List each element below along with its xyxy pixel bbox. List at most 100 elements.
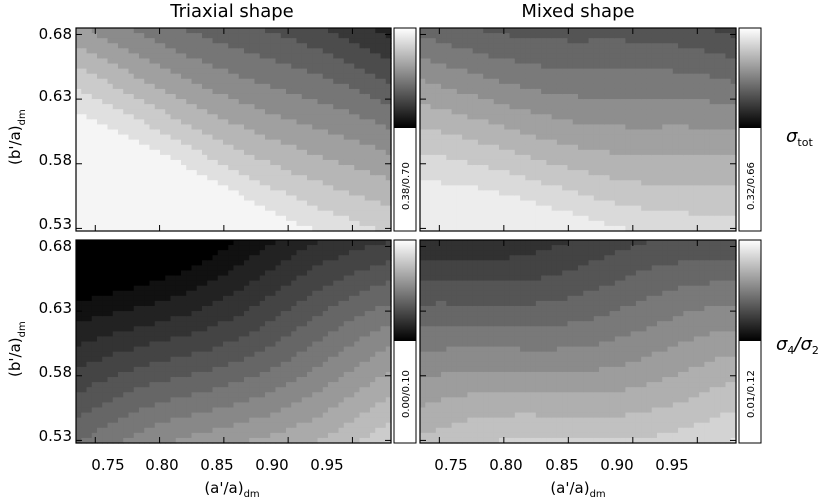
heatmap-cell bbox=[154, 43, 161, 49]
heatmap-cell bbox=[530, 114, 537, 120]
heatmap-cell bbox=[207, 180, 214, 186]
heatmap-cell bbox=[662, 195, 669, 202]
heatmap-cell bbox=[118, 124, 124, 131]
heatmap-cell bbox=[672, 73, 679, 80]
heatmap-cell bbox=[280, 119, 287, 126]
heatmap-cell bbox=[228, 149, 235, 156]
heatmap-cell bbox=[488, 185, 495, 191]
heatmap-cell bbox=[359, 129, 366, 136]
heatmap-cell bbox=[520, 93, 526, 100]
heatmap-cell bbox=[546, 48, 553, 54]
heatmap-cell bbox=[635, 43, 642, 49]
heatmap-cell bbox=[175, 109, 182, 115]
heatmap-cell bbox=[446, 170, 453, 176]
heatmap-cell bbox=[441, 33, 447, 39]
heatmap-cell bbox=[614, 165, 621, 171]
heatmap-cell bbox=[472, 175, 479, 181]
heatmap-cell bbox=[307, 180, 313, 186]
heatmap-cell bbox=[551, 83, 558, 90]
heatmap-cell bbox=[614, 73, 621, 80]
heatmap-cell bbox=[118, 165, 124, 171]
heatmap-cell bbox=[170, 215, 177, 222]
heatmap-cell bbox=[86, 134, 93, 141]
heatmap-cell bbox=[456, 205, 463, 212]
heatmap-cell bbox=[609, 165, 616, 171]
heatmap-cell bbox=[133, 180, 140, 186]
heatmap-cell bbox=[599, 38, 605, 44]
heatmap-cell bbox=[667, 68, 674, 75]
heatmap-cell bbox=[588, 33, 595, 39]
heatmap-cell bbox=[672, 129, 679, 136]
heatmap-cell bbox=[641, 93, 648, 100]
heatmap-cell bbox=[370, 149, 376, 156]
heatmap-cell bbox=[259, 159, 266, 166]
heatmap-cell bbox=[81, 83, 88, 90]
heatmap-cell bbox=[651, 124, 658, 131]
heatmap-cell bbox=[672, 53, 679, 60]
heatmap-cell bbox=[578, 78, 584, 85]
heatmap-cell bbox=[662, 53, 669, 60]
heatmap-cell bbox=[646, 28, 653, 34]
heatmap-cell bbox=[280, 185, 287, 191]
heatmap-cell bbox=[107, 225, 114, 232]
heatmap-cell bbox=[651, 139, 658, 146]
heatmap-cell bbox=[280, 210, 287, 217]
heatmap-cell bbox=[451, 159, 458, 166]
heatmap-cell bbox=[160, 83, 166, 90]
heatmap-cell bbox=[604, 190, 611, 197]
heatmap-cell bbox=[76, 38, 82, 44]
heatmap-cell bbox=[333, 205, 340, 212]
heatmap-cell bbox=[259, 43, 266, 49]
heatmap-cell bbox=[725, 170, 732, 176]
heatmap-cell bbox=[338, 129, 345, 136]
heatmap-cell bbox=[322, 200, 329, 207]
heatmap-cell bbox=[441, 68, 447, 75]
heatmap-cell bbox=[133, 139, 140, 146]
heatmap-cell bbox=[493, 225, 500, 232]
heatmap-cell bbox=[254, 53, 261, 60]
heatmap-cell bbox=[107, 185, 114, 191]
heatmap-cell bbox=[186, 38, 193, 44]
heatmap-cell bbox=[86, 397, 93, 403]
heatmap-cell bbox=[441, 83, 447, 90]
heatmap-cell bbox=[154, 38, 161, 44]
heatmap-cell bbox=[296, 104, 303, 110]
heatmap-cell bbox=[175, 63, 182, 70]
heatmap-cell bbox=[112, 119, 119, 126]
heatmap-cell bbox=[81, 93, 88, 100]
heatmap-cell bbox=[578, 210, 584, 217]
heatmap-cell bbox=[462, 53, 468, 60]
heatmap-cell bbox=[186, 43, 193, 49]
heatmap-cell bbox=[609, 144, 616, 151]
heatmap-cell bbox=[244, 104, 250, 110]
heatmap-cell bbox=[441, 144, 447, 151]
heatmap-cell bbox=[186, 83, 193, 90]
heatmap-cell bbox=[425, 53, 432, 60]
heatmap-cell bbox=[223, 139, 229, 146]
heatmap-cell bbox=[556, 28, 563, 34]
heatmap-cell bbox=[488, 109, 495, 115]
heatmap-cell bbox=[446, 88, 453, 95]
heatmap-cell bbox=[133, 38, 140, 44]
heatmap-cell bbox=[291, 83, 298, 90]
heatmap-cell bbox=[217, 139, 224, 146]
heatmap-cell bbox=[123, 83, 130, 90]
heatmap-cell bbox=[630, 109, 637, 115]
heatmap-cell bbox=[614, 63, 621, 70]
heatmap-cell bbox=[625, 139, 632, 146]
heatmap-cell bbox=[435, 109, 442, 115]
heatmap-cell bbox=[620, 43, 626, 49]
heatmap-cell bbox=[128, 139, 135, 146]
heatmap-cell bbox=[477, 68, 484, 75]
heatmap-cell bbox=[202, 78, 208, 85]
heatmap-cell bbox=[483, 99, 490, 105]
heatmap-cell bbox=[338, 200, 345, 207]
heatmap-cell bbox=[338, 180, 345, 186]
heatmap-cell bbox=[451, 165, 458, 171]
heatmap-cell bbox=[296, 43, 303, 49]
heatmap-cell bbox=[196, 225, 203, 232]
heatmap-cell bbox=[149, 144, 156, 151]
heatmap-cell bbox=[317, 220, 324, 227]
heatmap-cell bbox=[630, 78, 637, 85]
heatmap-cell bbox=[196, 195, 203, 202]
